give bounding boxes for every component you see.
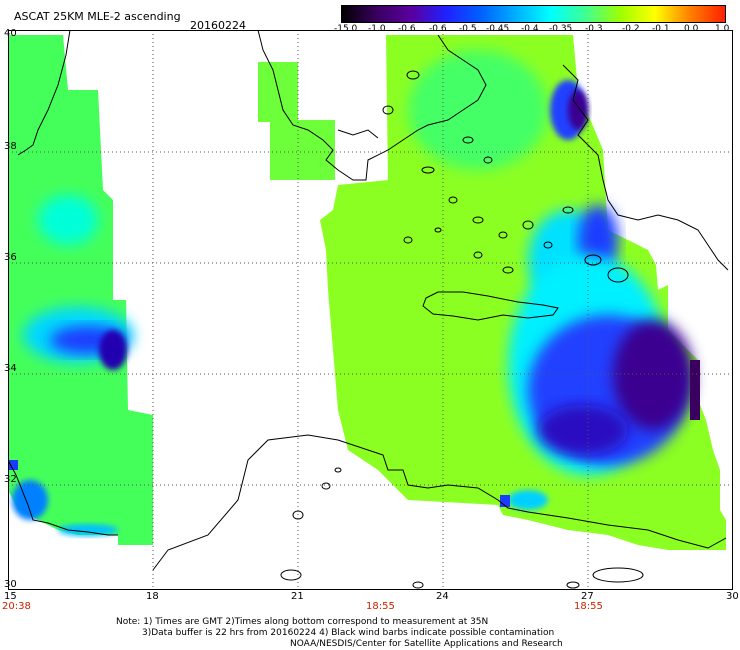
time-label: 18:55	[366, 601, 395, 612]
time-label: 20:38	[2, 601, 31, 612]
map-frame	[8, 30, 733, 590]
y-tick-38: 38	[4, 141, 17, 152]
grid-lines	[8, 30, 733, 590]
x-tick-21: 21	[291, 591, 304, 602]
colorbar-label: -0.1	[652, 24, 670, 34]
x-tick-27: 27	[581, 591, 594, 602]
note-line-2: 3)Data buffer is 22 hrs from 20160224 4)…	[142, 628, 555, 638]
west-swath	[8, 35, 153, 545]
x-tick-15: 15	[4, 591, 17, 602]
colorbar-segment	[342, 6, 377, 22]
colorbar-label: -0.6	[398, 24, 416, 34]
colorbar-label: 1.0	[715, 24, 730, 34]
colorbar-label: -0.35	[549, 24, 573, 34]
colorbar-label: -0.6	[429, 24, 447, 34]
colorbar-labels: -15.0 -1.0 -0.6 -0.6 -0.5 -0.45 -0.4 -0.…	[334, 24, 734, 36]
colorbar-label: -0.4	[521, 24, 539, 34]
x-tick-18: 18	[146, 591, 159, 602]
note-line-1: Note: 1) Times are GMT 2)Times along bot…	[116, 617, 489, 627]
product-date: 20160224	[190, 19, 246, 32]
colorbar	[341, 5, 726, 23]
wind-map	[8, 30, 733, 590]
time-label: 18:55	[574, 601, 603, 612]
colorbar-segment	[585, 6, 621, 22]
colorbar-segment	[376, 6, 412, 22]
colorbar-segment	[620, 6, 656, 22]
y-tick-34: 34	[4, 363, 17, 374]
colorbar-label: -0.3	[585, 24, 603, 34]
colorbar-segment	[446, 6, 482, 22]
colorbar-segment	[516, 6, 551, 22]
colorbar-label: -15.0	[334, 24, 358, 34]
colorbar-segment	[550, 6, 586, 22]
coastlines	[8, 30, 729, 589]
colorbar-label: -0.45	[486, 24, 510, 34]
colorbar-segment	[690, 6, 725, 22]
colorbar-segment	[481, 6, 517, 22]
colorbar-segment	[655, 6, 691, 22]
north-strip	[258, 62, 335, 180]
y-tick-36: 36	[4, 252, 17, 263]
colorbar-label: -0.2	[622, 24, 640, 34]
note-line-3: NOAA/NESDIS/Center for Satellite Applica…	[290, 639, 563, 649]
colorbar-segment	[411, 6, 447, 22]
x-tick-30: 30	[726, 591, 739, 602]
y-tick-30: 30	[4, 579, 17, 590]
colorbar-label: -1.0	[368, 24, 386, 34]
product-title: ASCAT 25KM MLE-2 ascending	[14, 10, 181, 23]
east-swath	[320, 35, 726, 550]
y-tick-32: 32	[4, 474, 17, 485]
colorbar-label: -0.5	[459, 24, 477, 34]
x-tick-24: 24	[436, 591, 449, 602]
colorbar-label: 0.0	[684, 24, 699, 34]
y-tick-40: 40	[4, 28, 17, 39]
